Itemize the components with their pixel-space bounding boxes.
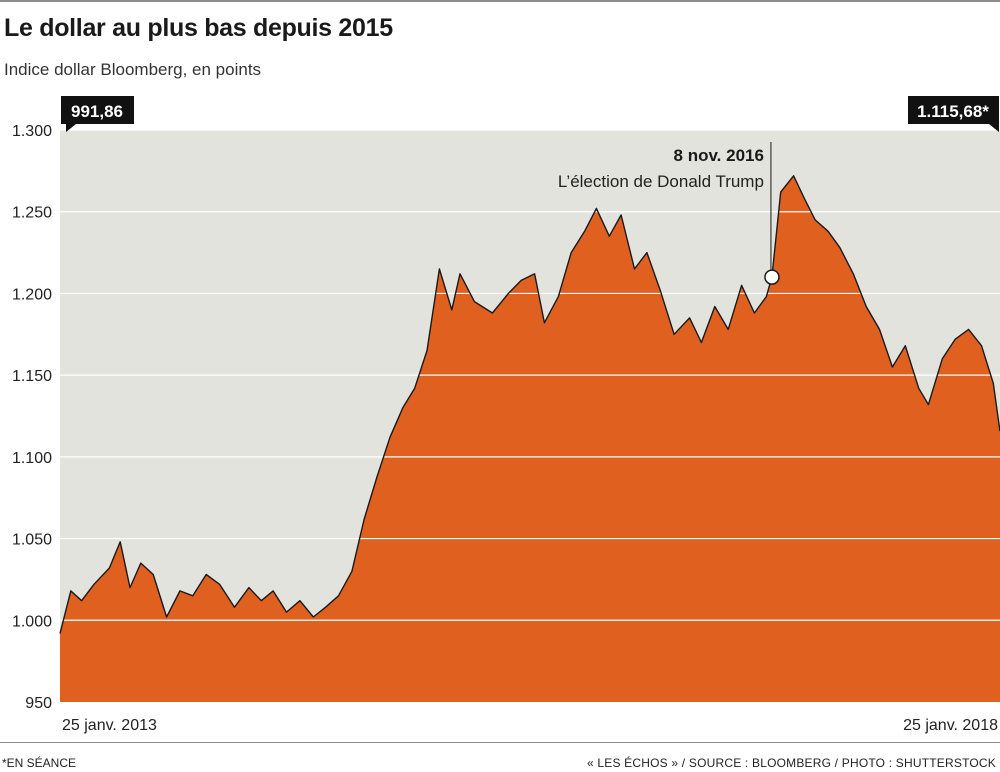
end-value-badge: [908, 96, 999, 124]
area-layer: [60, 175, 1000, 703]
y-tick-label: 1.250: [12, 205, 52, 222]
annotation-text: L’élection de Donald Trump: [558, 172, 764, 191]
series-line: [59, 175, 1000, 634]
series-area: [60, 175, 1000, 703]
line-layer: [59, 175, 1000, 634]
end-value-label: 1.115,68*: [917, 102, 989, 121]
annotation: 8 nov. 2016 L’élection de Donald Trump: [558, 142, 780, 285]
y-tick-label: 950: [25, 695, 52, 712]
y-axis: 950 1.000 1.050 1.100 1.150 1.200 1.250 1.300: [12, 123, 52, 712]
chart-subtitle: Indice dollar Bloomberg, en points: [4, 60, 262, 79]
y-tick-label: 1.050: [12, 532, 52, 549]
x-axis: 25 janv. 2013 25 janv. 2018: [62, 717, 998, 734]
x-tick-label: 25 janv. 2013: [62, 717, 157, 734]
y-tick-label: 1.000: [12, 613, 52, 630]
y-tick-label: 1.150: [12, 368, 52, 385]
top-rule: [0, 0, 1000, 2]
y-tick-label: 1.200: [12, 286, 52, 303]
source-credit: « LES ÉCHOS » / SOURCE : BLOOMBERG / PHO…: [586, 756, 996, 770]
footnote: *EN SÉANCE: [2, 756, 77, 770]
y-tick-label: 1.300: [12, 123, 52, 140]
start-value-pointer: [66, 124, 76, 132]
end-value-pointer: [989, 124, 999, 132]
start-value-badge: [61, 96, 134, 124]
grid-layer: [60, 129, 1000, 621]
y-tick-label: 1.100: [12, 450, 52, 467]
start-value-label: 991,86: [71, 102, 123, 121]
x-tick-label: 25 janv. 2018: [903, 717, 998, 734]
chart-title: Le dollar au plus bas depuis 2015: [4, 14, 393, 42]
footer-rule: [0, 742, 1000, 743]
annotation-date: 8 nov. 2016: [674, 146, 764, 165]
annotation-marker: [764, 269, 780, 285]
callouts: 991,86 1.115,68*: [61, 96, 999, 132]
